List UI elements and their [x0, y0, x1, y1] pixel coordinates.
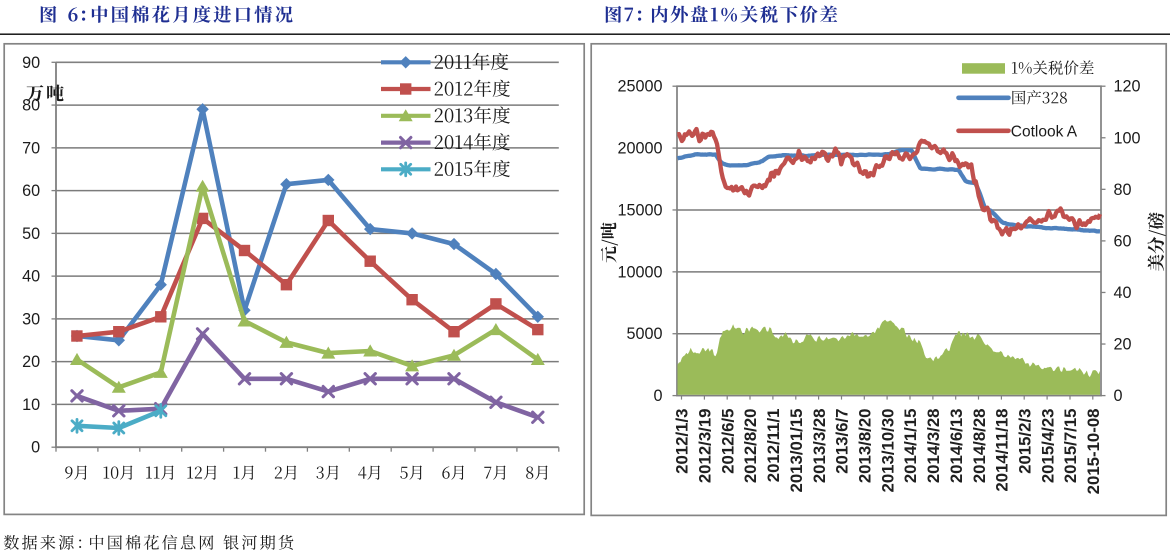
svg-text:2014/3/28: 2014/3/28: [924, 409, 943, 484]
svg-text:90: 90: [22, 54, 40, 72]
svg-text:0: 0: [31, 439, 40, 457]
svg-text:2012/11/1: 2012/11/1: [764, 409, 783, 483]
svg-text:120: 120: [1114, 78, 1141, 96]
svg-text:60: 60: [22, 182, 40, 200]
svg-text:60: 60: [1114, 232, 1132, 250]
svg-text:50: 50: [22, 225, 40, 243]
svg-text:70: 70: [22, 139, 40, 157]
svg-text:Cotlook A: Cotlook A: [1011, 123, 1078, 140]
svg-text:0: 0: [1114, 387, 1123, 405]
svg-text:2013/01/15: 2013/01/15: [787, 409, 806, 493]
svg-text:2013/8/20: 2013/8/20: [856, 409, 875, 484]
svg-text:2014/11/18: 2014/11/18: [993, 409, 1012, 492]
svg-text:2012/3/19: 2012/3/19: [696, 409, 715, 484]
svg-text:2014/6/13: 2014/6/13: [947, 409, 966, 484]
svg-text:2015/7/15: 2015/7/15: [1061, 409, 1080, 484]
svg-text:20: 20: [1114, 336, 1132, 354]
svg-text:2012/8/20: 2012/8/20: [741, 409, 760, 484]
svg-text:80: 80: [1114, 181, 1132, 199]
svg-text:2013/3/28: 2013/3/28: [810, 409, 829, 484]
svg-text:2014/8/28: 2014/8/28: [970, 409, 989, 484]
svg-text:2013/6/7: 2013/6/7: [833, 409, 852, 474]
svg-text:2014/1/15: 2014/1/15: [901, 409, 920, 484]
svg-text:20000: 20000: [617, 140, 662, 158]
svg-text:2013/10/30: 2013/10/30: [878, 409, 897, 493]
svg-text:25000: 25000: [617, 78, 662, 96]
svg-text:15000: 15000: [617, 202, 662, 220]
svg-text:30: 30: [22, 310, 40, 328]
svg-text:2015-10-08: 2015-10-08: [1084, 409, 1103, 495]
svg-text:40: 40: [1114, 284, 1132, 302]
svg-text:2015/2/3: 2015/2/3: [1016, 409, 1035, 474]
svg-text:100: 100: [1114, 129, 1141, 147]
svg-text:5000: 5000: [626, 325, 662, 343]
svg-text:40: 40: [22, 268, 40, 286]
svg-text:2015/4/23: 2015/4/23: [1038, 409, 1057, 484]
svg-text:2012/6/5: 2012/6/5: [718, 409, 737, 474]
svg-text:10000: 10000: [617, 263, 662, 281]
svg-text:0: 0: [653, 387, 662, 405]
svg-text:2012/1/3: 2012/1/3: [673, 409, 692, 474]
svg-text:10: 10: [22, 396, 40, 414]
svg-text:20: 20: [22, 353, 40, 371]
